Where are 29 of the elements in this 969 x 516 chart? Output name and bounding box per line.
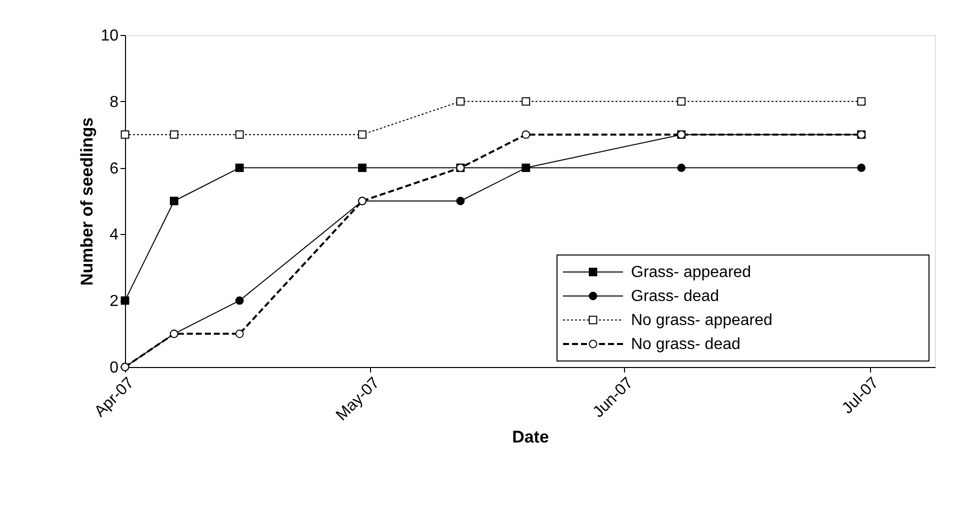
point	[235, 330, 244, 338]
legend-label: No grass- dead	[631, 336, 740, 353]
y-axis-title: Number of seedlings	[78, 117, 97, 286]
y-tick-label: 10	[100, 28, 119, 44]
point	[857, 164, 866, 172]
point	[358, 164, 366, 172]
point	[235, 130, 244, 139]
x-axis-title: Date	[512, 428, 549, 447]
point	[170, 130, 178, 139]
point	[170, 196, 178, 206]
point	[235, 164, 244, 172]
legend-label: Grass- appeared	[631, 264, 752, 281]
point	[456, 196, 465, 206]
point	[235, 296, 244, 305]
legend-label: Grass- dead	[631, 288, 720, 305]
y-tick-label: 8	[110, 94, 119, 111]
point	[522, 97, 530, 106]
point	[358, 130, 366, 139]
point	[677, 97, 686, 106]
legend-label: No grass- appeared	[631, 312, 772, 329]
y-tick-label: 4	[110, 226, 119, 244]
point	[522, 130, 530, 139]
y-tick-label: 0	[110, 360, 119, 376]
point	[677, 164, 686, 172]
point	[120, 130, 130, 139]
point	[857, 97, 866, 106]
y-tick-label: 6	[110, 160, 119, 178]
y-tick-label: 2	[110, 293, 119, 310]
point	[456, 97, 465, 106]
